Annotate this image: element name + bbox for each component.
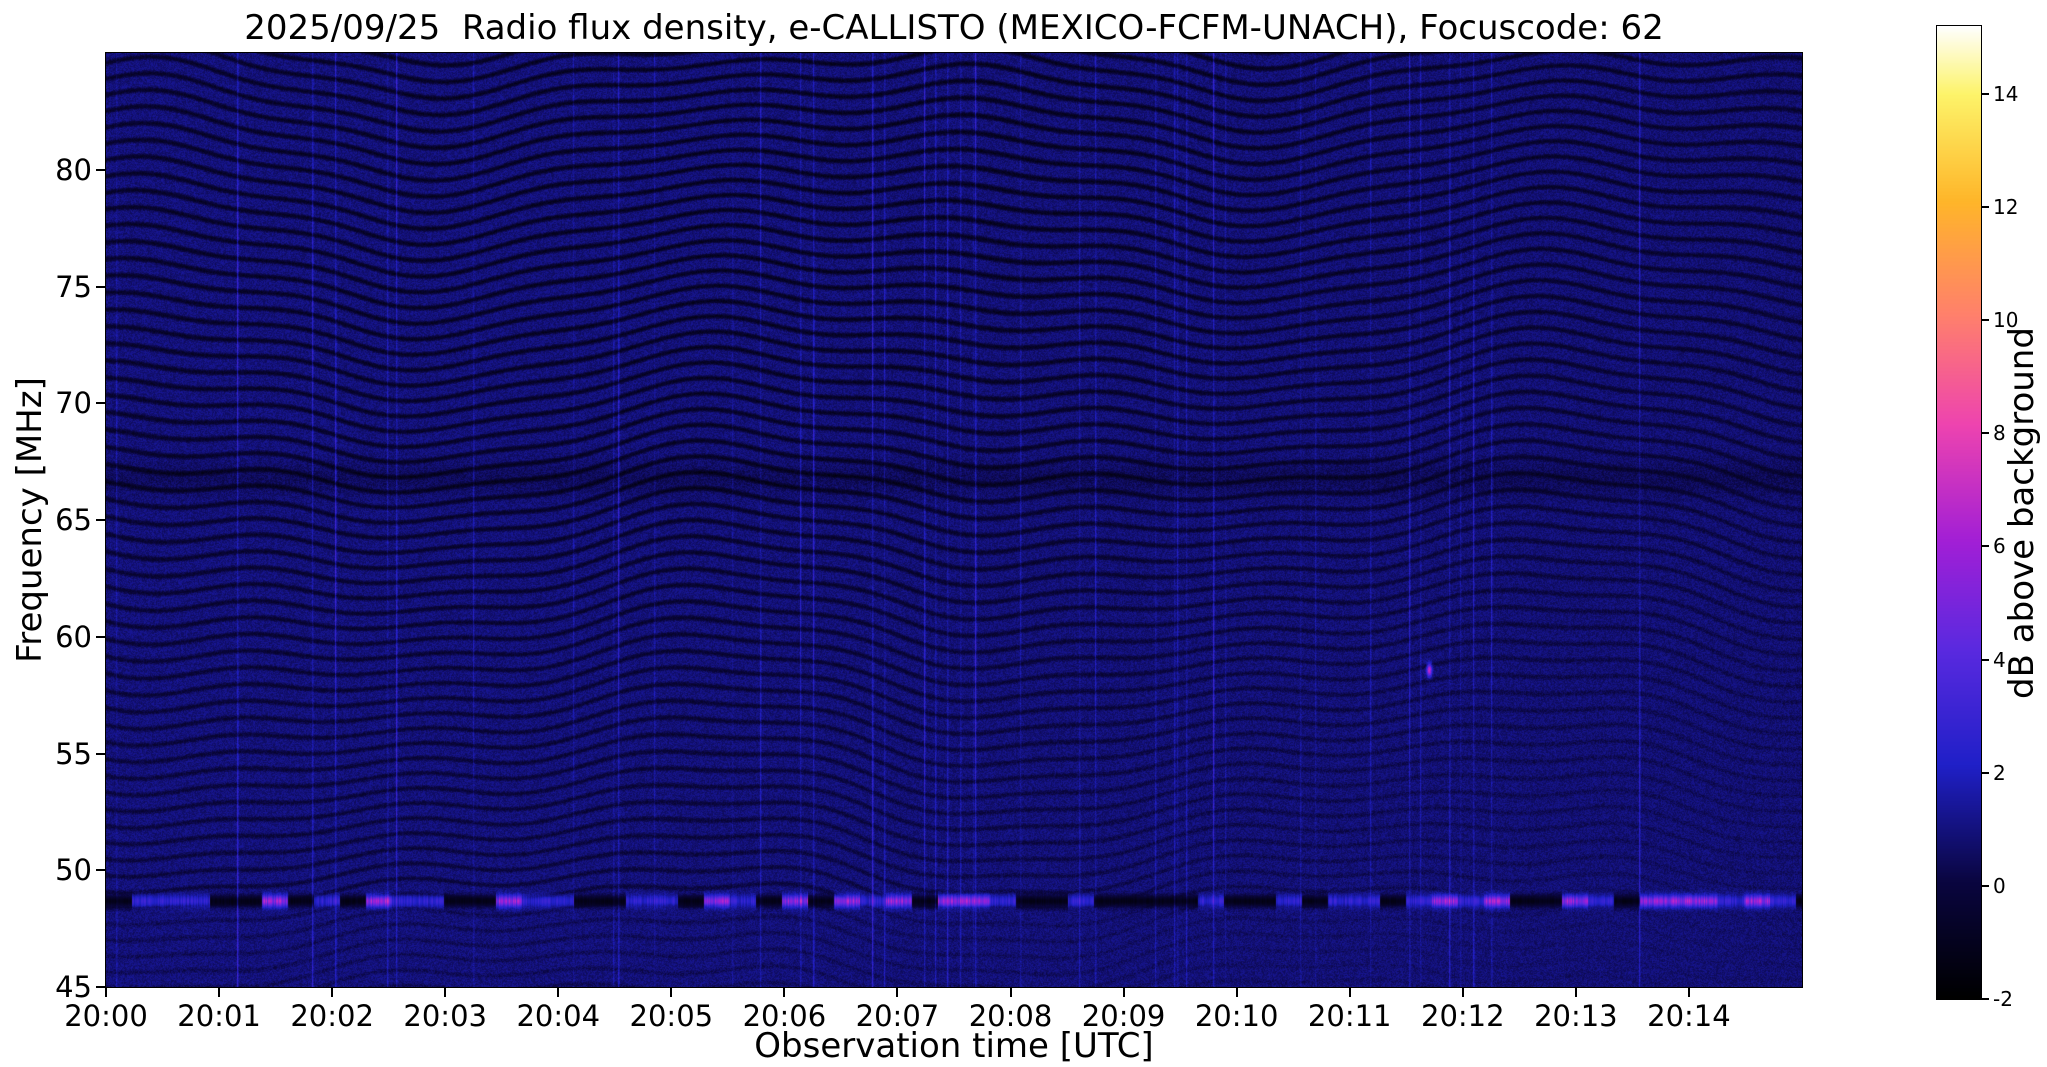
colorbar-label: dB above background [2002,327,2042,699]
x-tick-label: 20:06 [742,999,827,1033]
x-tick-mark [1122,987,1125,997]
colorbar-tick-mark [1981,92,1989,95]
colorbar-tick-mark [1981,319,1989,322]
colorbar-tick-mark [1981,884,1989,887]
x-tick-label: 20:14 [1647,999,1731,1033]
x-tick-label: 20:03 [403,999,487,1033]
x-tick-mark [1461,987,1464,997]
x-tick-label: 20:08 [968,999,1053,1033]
y-tick-label: 65 [55,503,92,537]
colorbar-tick-label: 14 [1993,81,2019,106]
x-tick-label: 20:13 [1534,999,1618,1033]
x-tick-label: 20:05 [629,999,714,1033]
x-tick-label: 20:04 [516,999,601,1033]
x-tick-label: 20:10 [1194,999,1279,1033]
x-tick-mark [331,987,334,997]
plot-area [105,52,1803,988]
colorbar-tick-mark [1981,998,1989,1000]
y-tick-mark [96,402,106,405]
x-tick-label: 20:07 [855,999,940,1033]
colorbar-gradient [1937,26,1981,999]
x-tick-label: 20:11 [1307,999,1392,1033]
x-tick-label: 20:12 [1421,999,1505,1033]
x-tick-mark [1348,987,1351,997]
y-tick-label: 60 [55,619,92,654]
y-tick-mark [96,168,106,171]
colorbar-tick-mark [1981,658,1989,661]
y-tick-mark [96,519,106,521]
colorbar [1936,25,1982,1000]
y-tick-label: 45 [55,970,92,1004]
y-tick-label: 75 [55,269,92,304]
x-tick-mark [557,987,560,997]
y-tick-label: 70 [55,386,92,421]
chart-title: 2025/09/25 Radio flux density, e-CALLIST… [244,8,1664,48]
y-tick-mark [96,635,106,638]
x-tick-label: 20:09 [1081,999,1166,1033]
colorbar-tick-label: -2 [1993,987,2013,1011]
x-tick-label: 20:02 [290,999,374,1033]
y-tick-label: 50 [55,853,92,888]
colorbar-tick-label: 12 [1993,195,2019,220]
spectrogram-canvas [106,53,1802,987]
colorbar-tick-label: 0 [1993,873,2006,898]
x-tick-mark [218,987,221,997]
x-tick-mark [1009,987,1012,997]
y-tick-mark [96,285,106,288]
colorbar-tick-mark [1981,771,1989,774]
x-axis-label: Observation time [UTC] [754,1026,1154,1066]
y-tick-mark [96,752,106,755]
y-tick-mark [96,986,106,988]
x-tick-mark [1574,987,1577,997]
x-tick-mark [1687,987,1690,997]
x-tick-label: 20:01 [177,999,261,1033]
x-tick-mark [896,987,899,997]
y-tick-label: 80 [55,152,92,187]
colorbar-tick-label: 6 [1993,534,2006,559]
y-tick-label: 55 [55,736,92,771]
x-tick-mark [105,987,107,997]
x-tick-mark [670,987,673,997]
y-tick-mark [96,869,106,872]
colorbar-tick-label: 8 [1993,421,2006,446]
colorbar-tick-mark [1981,545,1989,548]
colorbar-tick-label: 4 [1993,647,2006,672]
colorbar-tick-mark [1981,206,1989,209]
x-tick-mark [1235,987,1238,997]
colorbar-tick-mark [1981,432,1989,435]
colorbar-tick-label: 10 [1993,308,2019,333]
x-tick-mark [783,987,786,997]
x-tick-mark [444,987,447,997]
colorbar-tick-label: 2 [1993,760,2006,785]
x-tick-label: 20:00 [64,999,148,1033]
